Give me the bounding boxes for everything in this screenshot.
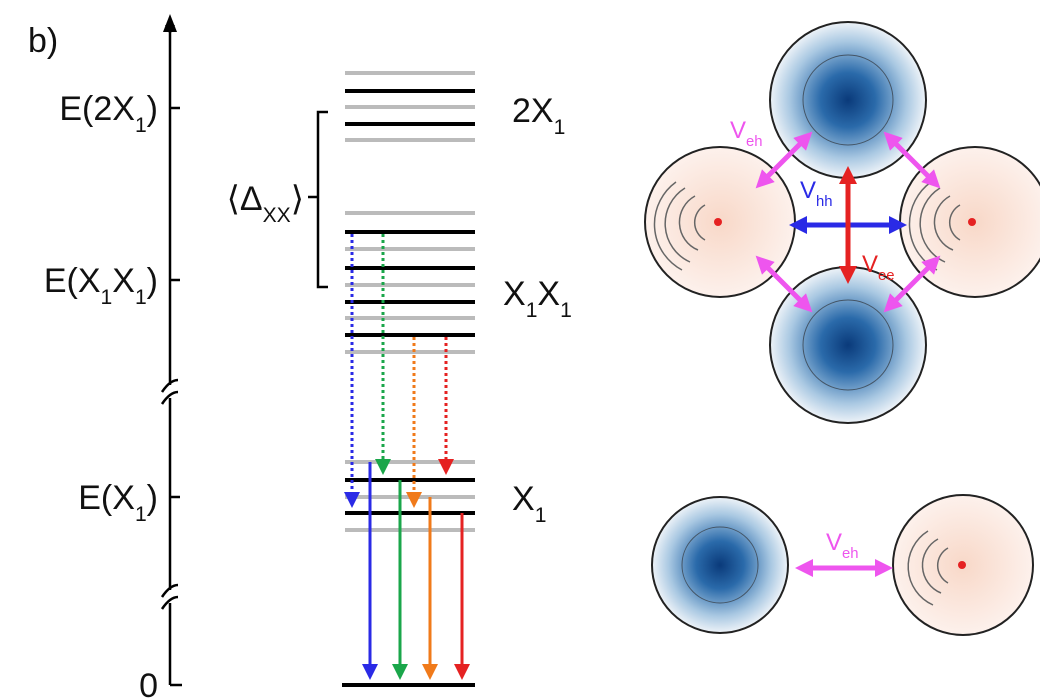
text-part: V xyxy=(862,251,878,278)
subscript: 1 xyxy=(135,286,147,309)
subscript: hh xyxy=(816,194,833,210)
tick-label: E(X1X1) xyxy=(44,262,158,309)
electron-core xyxy=(714,218,722,226)
electron-core xyxy=(958,561,966,569)
subscript: eh xyxy=(746,134,763,150)
subscript: 1 xyxy=(560,299,572,322)
level-label: X1 xyxy=(512,480,546,527)
text-part: X xyxy=(112,262,135,300)
text-part: E(2X xyxy=(59,90,135,128)
text-part: ) xyxy=(147,262,158,300)
text-part: E(X xyxy=(78,479,135,517)
subscript: 1 xyxy=(535,504,547,527)
text-part: ) xyxy=(147,90,158,128)
spacer xyxy=(170,18,310,38)
tick-label: E(2X1) xyxy=(59,90,158,137)
subscript: 1 xyxy=(135,114,147,137)
text-part: V xyxy=(730,117,746,144)
text-part: X xyxy=(537,275,560,313)
levels xyxy=(342,73,475,685)
text-part: ) xyxy=(147,479,158,517)
axis-arrowhead xyxy=(163,14,177,32)
text-part: ⟩ xyxy=(291,180,304,218)
bracket-label: ⟨ΔXX⟩ xyxy=(227,180,304,227)
level-label: 2X1 xyxy=(512,92,565,139)
figure: b) E(2X1) E(X1X1) E(X1) 0 ⟨ΔXX⟩ 2X1 X1X1… xyxy=(0,0,1040,698)
electron-core xyxy=(968,218,976,226)
subscript: eh xyxy=(842,546,859,562)
subscript: 1 xyxy=(135,503,147,526)
text-part: X xyxy=(503,275,526,313)
bracket xyxy=(308,112,328,287)
text-part: E(X xyxy=(44,262,101,300)
cluster xyxy=(645,22,1040,635)
level-label: X1X1 xyxy=(503,275,572,322)
subscript: XX xyxy=(263,204,291,227)
transitions xyxy=(352,234,462,672)
subscript: ee xyxy=(878,268,895,284)
energy-axis xyxy=(162,30,182,685)
subscript: 1 xyxy=(554,116,566,139)
text-part: V xyxy=(800,177,816,204)
tick-label: E(X1) xyxy=(78,479,158,526)
text-part: X xyxy=(512,480,535,518)
text-part: ⟨Δ xyxy=(227,180,263,218)
subscript: 1 xyxy=(101,286,113,309)
tick-label: 0 xyxy=(139,667,158,698)
panel-label: b) xyxy=(28,22,58,60)
interaction-label: Vhh xyxy=(800,177,833,210)
text-part: 2X xyxy=(512,92,554,130)
text-part: V xyxy=(826,529,842,556)
text-part: 0 xyxy=(139,667,158,698)
interaction-label: Veh xyxy=(826,529,859,562)
hole-dot xyxy=(770,22,926,178)
interaction-label: Veh xyxy=(730,117,763,150)
subscript: 1 xyxy=(526,299,538,322)
hole-dot xyxy=(652,497,788,633)
